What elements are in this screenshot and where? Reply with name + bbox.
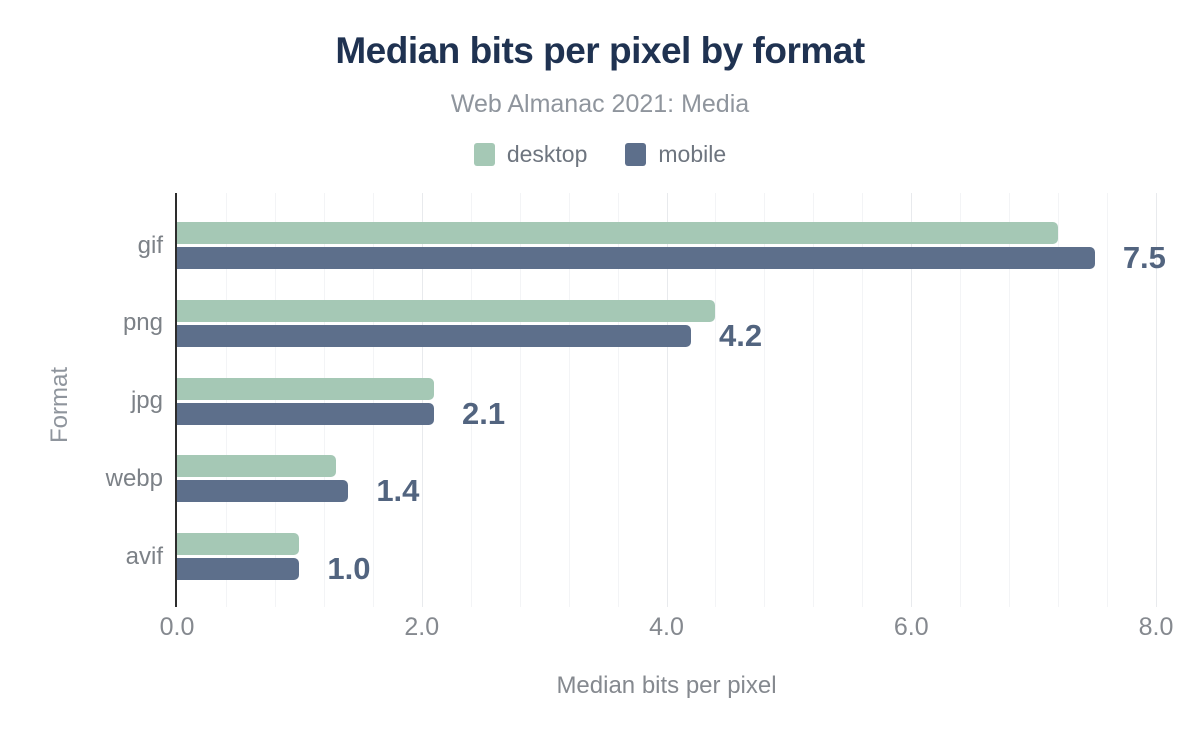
- chart-subtitle: Web Almanac 2021: Media: [450, 90, 750, 118]
- bar-mobile-avif: [177, 558, 300, 581]
- minor-gridline: [1107, 193, 1109, 607]
- minor-gridline: [519, 193, 521, 607]
- x-tick-label-0.0: 0.0: [159, 613, 195, 641]
- bar-mobile-webp: [177, 480, 349, 503]
- bar-value-label-avif: 1.0: [327, 551, 371, 587]
- major-gridline: [421, 193, 423, 607]
- bar-desktop-gif: [177, 222, 1059, 244]
- minor-gridline: [568, 193, 570, 607]
- category-label-jpg: jpg: [130, 387, 163, 415]
- category-label-png: png: [122, 309, 163, 337]
- x-tick-label-8.0: 8.0: [1138, 613, 1174, 641]
- minor-gridline: [813, 193, 815, 607]
- category-label-gif: gif: [137, 231, 163, 259]
- y-axis-title: Format: [46, 366, 73, 444]
- bar-mobile-png: [177, 324, 691, 347]
- x-axis-title: Median bits per pixel: [556, 672, 777, 699]
- bar-desktop-avif: [177, 533, 300, 556]
- bar-value-label-webp: 1.4: [376, 473, 420, 509]
- chart-title: Median bits per pixel by format: [335, 30, 865, 71]
- minor-gridline: [764, 193, 766, 607]
- legend-swatch-desktop: [473, 143, 495, 166]
- x-tick-label-4.0: 4.0: [649, 613, 684, 641]
- category-label-webp: webp: [105, 464, 163, 492]
- bar-value-label-png: 4.2: [718, 317, 763, 353]
- bar-desktop-webp: [177, 455, 337, 478]
- minor-gridline: [1009, 193, 1011, 607]
- bar-desktop-png: [177, 299, 716, 322]
- minor-gridline: [715, 193, 717, 607]
- x-tick-label-6.0: 6.0: [893, 613, 929, 641]
- minor-gridline: [225, 193, 227, 607]
- legend-item-desktop: desktop: [473, 141, 588, 168]
- major-gridline: [1156, 193, 1157, 607]
- legend-label-mobile: mobile: [658, 141, 727, 167]
- minor-gridline: [1058, 193, 1060, 607]
- y-axis-line: [175, 193, 177, 607]
- minor-gridline: [274, 193, 276, 607]
- x-tick-label-2.0: 2.0: [404, 613, 440, 641]
- bar-mobile-jpg: [177, 402, 434, 425]
- minor-gridline: [323, 193, 325, 607]
- bar-value-label-gif: 7.5: [1122, 240, 1166, 275]
- legend-swatch-mobile: [625, 143, 647, 166]
- bar-desktop-jpg: [177, 377, 434, 400]
- major-gridline: [666, 193, 668, 607]
- legend-label-desktop: desktop: [506, 141, 588, 167]
- plot-area: gif 7.5 png 4.2 jpg 2.1 webp 1.4 avif 1.0 0.0 2.0 4.…: [106, 193, 1173, 641]
- minor-gridline: [372, 193, 374, 607]
- legend-item-mobile: mobile: [625, 141, 726, 168]
- minor-gridline: [470, 193, 472, 607]
- minor-gridline: [960, 193, 962, 607]
- major-gridline: [911, 193, 913, 607]
- minor-gridline: [862, 193, 864, 607]
- legend: desktop mobile: [0, 141, 1200, 168]
- bar-mobile-gif: [177, 247, 1095, 269]
- category-label-avif: avif: [125, 542, 163, 570]
- bar-value-label-jpg: 2.1: [461, 395, 506, 431]
- minor-gridline: [617, 193, 619, 607]
